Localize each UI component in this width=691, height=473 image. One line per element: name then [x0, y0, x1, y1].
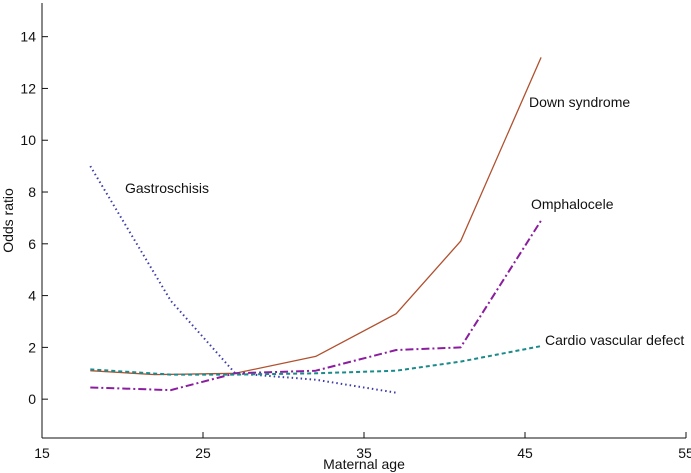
x-axis-title: Maternal age [323, 456, 405, 472]
y-tick-label-2: 2 [28, 339, 36, 355]
x-tick-label-45: 45 [517, 445, 533, 461]
series-label-cardio-vascular-defect: Cardio vascular defect [545, 332, 684, 348]
y-tick-label-12: 12 [20, 80, 36, 96]
y-tick-label-8: 8 [28, 184, 36, 200]
x-tick-label-55: 55 [678, 445, 691, 461]
y-tick-label-14: 14 [20, 29, 36, 45]
y-tick-label-10: 10 [20, 132, 36, 148]
series-line-gastroschisis [89, 165, 397, 394]
series-line-down-syndrome [90, 57, 542, 376]
y-tick-label-6: 6 [28, 236, 36, 252]
x-tick-label-25: 25 [195, 445, 211, 461]
series-label-gastroschisis: Gastroschisis [125, 180, 209, 196]
x-ticks: 15 25 35 45 55 [34, 432, 691, 461]
series-label-omphalocele: Omphalocele [531, 196, 614, 212]
y-ticks: 0 2 4 6 8 10 12 14 [20, 29, 48, 407]
series-line-omphalocele [90, 219, 542, 392]
x-tick-label-35: 35 [356, 445, 372, 461]
y-tick-label-0: 0 [28, 391, 36, 407]
x-tick-label-15: 15 [34, 445, 50, 461]
y-axis-title: Odds ratio [0, 188, 16, 253]
series-line-cardio-vascular-defect [90, 345, 542, 376]
y-tick-label-4: 4 [28, 288, 36, 304]
series-label-down-syndrome: Down syndrome [529, 94, 630, 110]
series-group [89, 57, 542, 394]
